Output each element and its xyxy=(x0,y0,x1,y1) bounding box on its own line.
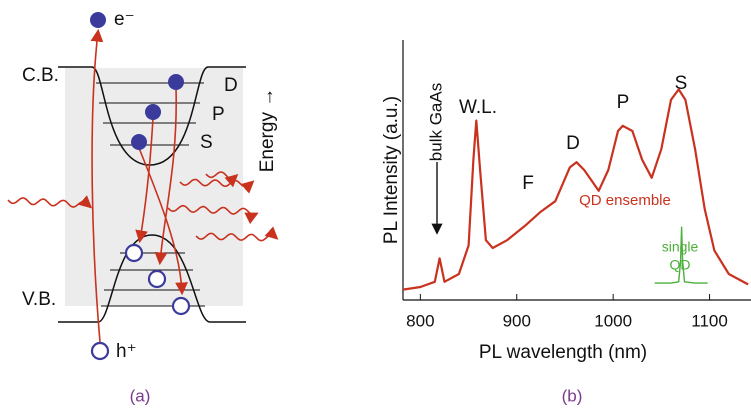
x-tick-label: 900 xyxy=(503,311,531,330)
x-tick-label: 1000 xyxy=(594,311,632,330)
annotation: bulk GaAs xyxy=(426,83,445,161)
spectrum-line xyxy=(654,226,708,284)
y-axis-label: PL Intensity (a.u.) xyxy=(381,96,402,244)
electrons xyxy=(90,12,184,150)
annotation: P xyxy=(617,92,630,113)
electron-label: e⁻ xyxy=(114,9,135,30)
relaxation-arrow xyxy=(154,87,178,266)
annotation: QD ensemble xyxy=(579,192,671,209)
annotation: D xyxy=(566,133,580,154)
photon xyxy=(195,226,279,242)
hole-label: h⁺ xyxy=(116,341,137,362)
x-tick-label: 1100 xyxy=(691,311,728,330)
x-axis-label: PL wavelength (nm) xyxy=(479,342,647,363)
level-label: D xyxy=(224,75,238,96)
spectrum-chart: PL Intensity (a.u.) PL wavelength (nm) (… xyxy=(381,40,751,405)
level-label: P xyxy=(212,104,225,125)
energy-axis-label: Energy → xyxy=(257,88,278,172)
panel-label: (a) xyxy=(130,386,151,405)
band-diagram: e⁻ h⁺ C.B. V.B. D P S Energy → (a) xyxy=(7,9,279,405)
photon xyxy=(7,195,93,209)
annotation: F xyxy=(522,173,534,194)
annotation: single xyxy=(662,239,699,255)
relaxation-arrow xyxy=(138,147,188,296)
spectrum-line xyxy=(402,88,749,291)
panel-label: (b) xyxy=(562,386,583,405)
excitation-arrow xyxy=(90,28,104,343)
holes xyxy=(90,243,191,361)
vb-label: V.B. xyxy=(22,289,56,310)
valence-band-edge xyxy=(58,234,246,323)
x-tick-label: 800 xyxy=(406,311,434,330)
photon xyxy=(167,204,259,225)
photon xyxy=(205,171,239,188)
cb-label: C.B. xyxy=(22,65,59,86)
photon xyxy=(179,178,255,194)
level-label: S xyxy=(200,132,213,153)
relaxation-arrow xyxy=(135,117,154,244)
annotation: W.L. xyxy=(459,97,497,118)
photons xyxy=(7,171,279,242)
